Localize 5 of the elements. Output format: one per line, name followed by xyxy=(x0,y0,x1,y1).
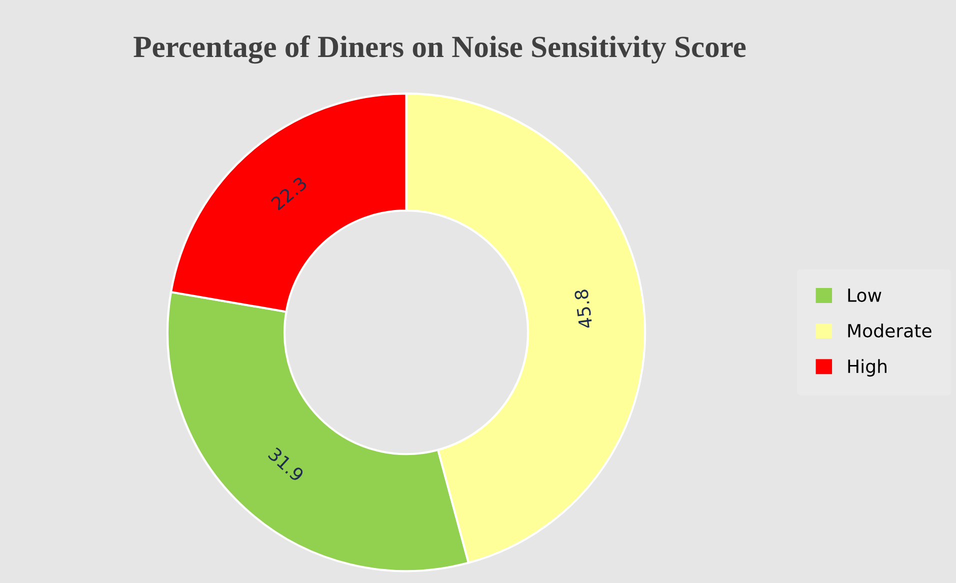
legend-label: Moderate xyxy=(848,324,932,338)
data-label: 45.8 xyxy=(574,289,593,329)
legend-label: Low xyxy=(848,288,882,302)
chart-title: Percentage of Diners on Noise Sensitivity Score xyxy=(134,35,746,64)
legend-label: High xyxy=(848,359,886,377)
